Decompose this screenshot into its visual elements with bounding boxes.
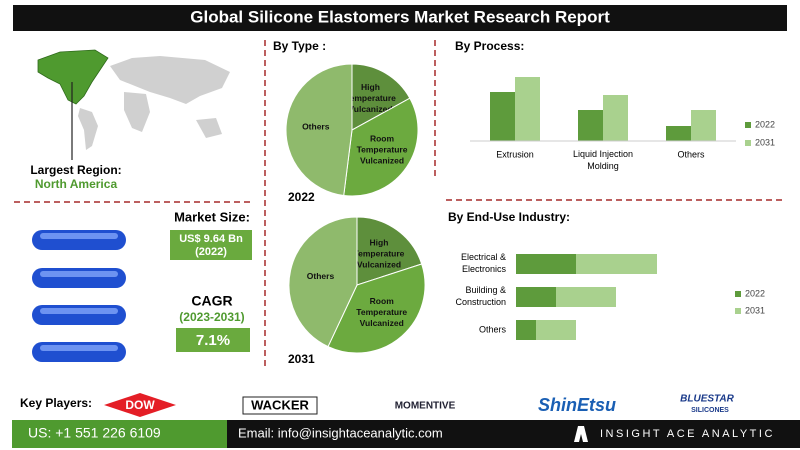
legend-label: 2022	[755, 119, 775, 129]
bar	[556, 287, 616, 307]
region-label: Largest Region:	[30, 163, 121, 177]
logo-shape	[242, 396, 318, 415]
cagr-label: CAGR	[191, 293, 232, 309]
market-size-label: Market Size:	[174, 209, 250, 224]
footer-phone-bg	[12, 420, 227, 448]
pie-year: 2031	[288, 352, 315, 366]
pie-slice	[343, 97, 419, 197]
logo: MOMENTIVE	[395, 401, 456, 412]
footer-phone: US: +1 551 226 6109	[28, 425, 161, 441]
legend-label: 2022	[745, 288, 765, 298]
section-title: By End-Use Industry:	[448, 210, 570, 224]
legend-label: 2031	[755, 137, 775, 147]
pie-slice	[351, 63, 411, 131]
logo: BLUESTAR	[680, 394, 734, 405]
pie-slice	[327, 263, 426, 354]
logo-shape	[104, 393, 176, 417]
market-size-year: (2022)	[195, 246, 227, 258]
brand-icon	[574, 426, 588, 442]
y-tick-label: Others	[479, 324, 507, 334]
world-map	[37, 49, 230, 160]
legend-swatch	[745, 140, 751, 146]
bar	[516, 287, 556, 307]
slice-label: Room Temperature Vulcanized	[357, 134, 408, 166]
cagr-box	[176, 328, 250, 352]
slice-label: Room Temperature Vulcanized	[356, 296, 407, 328]
x-tick-label: Extrusion	[496, 149, 534, 159]
bar	[576, 254, 657, 274]
section-title: By Process:	[455, 39, 524, 53]
cagr-value: 7.1%	[196, 332, 230, 349]
pie-slice	[288, 216, 358, 348]
market-size-box	[170, 230, 252, 260]
slice-label: Others	[307, 271, 335, 281]
x-tick-label: Others	[677, 149, 705, 159]
logo: DOW	[125, 398, 155, 412]
bar	[516, 254, 576, 274]
region-value: North America	[35, 177, 118, 191]
footer-email: Email: info@insightaceanalytic.com	[238, 425, 443, 440]
pie-slice	[285, 63, 353, 197]
y-tick-label: Building & Construction	[455, 285, 506, 307]
logo: ShinEtsu	[538, 395, 616, 415]
section-title: By Type :	[273, 39, 326, 53]
footer-bg	[227, 420, 800, 448]
legend-swatch	[745, 122, 751, 128]
slice-label: High Temperature Vulcanized	[354, 238, 405, 270]
logo: SILICONES	[691, 407, 729, 414]
bar	[536, 320, 576, 340]
pie-year: 2022	[288, 190, 315, 204]
bar	[666, 126, 691, 141]
slice-label: Others	[302, 122, 330, 132]
market-size-value: US$ 9.64 Bn	[179, 233, 243, 245]
cagr-period: (2023-2031)	[179, 310, 244, 324]
bar	[515, 77, 540, 141]
legend-swatch	[735, 291, 741, 297]
footer-brand: INSIGHT ACE ANALYTIC	[600, 428, 775, 440]
logo: WACKER	[251, 397, 309, 412]
bar	[490, 92, 515, 141]
decor-pills	[32, 230, 126, 362]
title-bar	[13, 5, 787, 31]
bar	[691, 110, 716, 141]
pie-slice	[356, 216, 423, 286]
y-tick-label: Electrical & Electronics	[461, 252, 507, 274]
bar	[516, 320, 536, 340]
x-tick-label: Liquid Injection Molding	[573, 149, 633, 171]
slice-label: High Temperature Vulcanized	[345, 82, 396, 114]
bar	[578, 110, 603, 141]
key-players-label: Key Players:	[20, 396, 92, 410]
legend-swatch	[735, 308, 741, 314]
bar	[603, 95, 628, 141]
title: Global Silicone Elastomers Market Resear…	[190, 7, 610, 26]
legend-label: 2031	[745, 305, 765, 315]
